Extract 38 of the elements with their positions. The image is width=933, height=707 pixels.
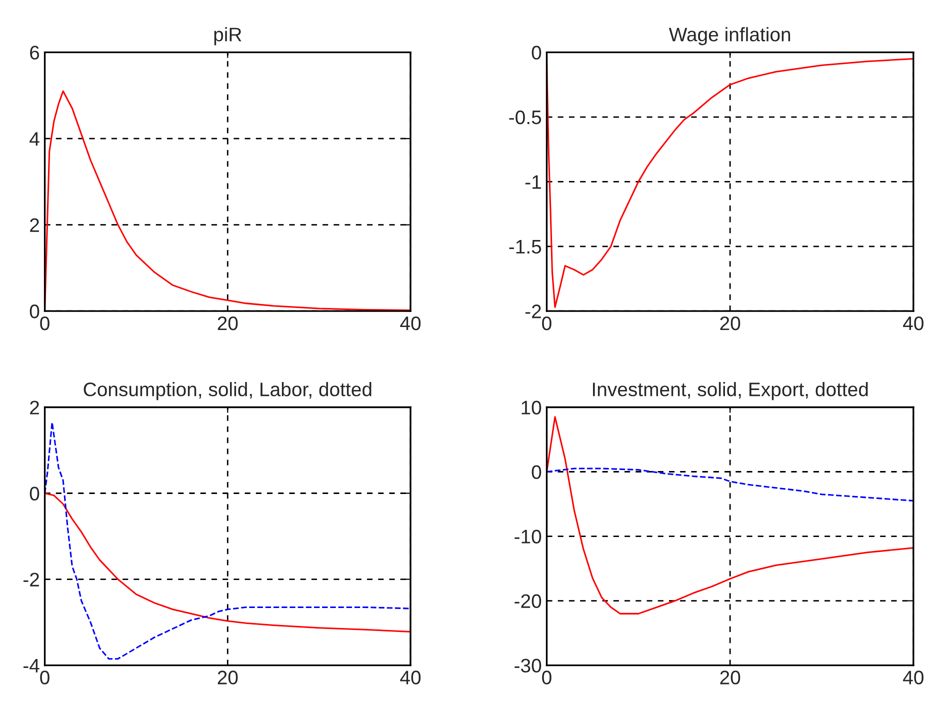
x-tick-label: 40	[400, 670, 421, 684]
line-series	[44, 422, 411, 660]
chart-title: Investment, solid, Export, dotted	[592, 382, 868, 400]
x-tick-label: 20	[720, 670, 740, 684]
x-tick-label: 20	[218, 316, 238, 330]
x-tick-label: 20	[218, 670, 238, 684]
x-tick-label: 0	[542, 316, 552, 330]
chart-title: piR	[214, 27, 242, 46]
x-tick-label: 0	[40, 316, 50, 330]
x-tick-label: 40	[903, 316, 924, 330]
y-tick-label: 2	[30, 218, 39, 232]
x-tick-label: 0	[542, 670, 552, 684]
line-series	[546, 416, 914, 614]
x-tick-label: 20	[720, 316, 740, 330]
y-tick-label: 0	[30, 304, 40, 318]
chart-title: Consumption, solid, Labor, dotted	[84, 382, 372, 400]
x-tick-label: 0	[40, 670, 50, 684]
y-tick-label: -20	[514, 594, 542, 608]
line-series	[546, 468, 914, 502]
y-tick-label: -10	[514, 530, 542, 544]
x-tick-label: 40	[400, 316, 421, 330]
y-tick-label: -30	[514, 658, 542, 673]
y-tick-label: 6	[30, 46, 40, 60]
y-tick-label: -4	[24, 658, 40, 672]
y-tick-label: 4	[30, 132, 40, 146]
y-tick-label: 0	[30, 486, 40, 500]
y-tick-label: -0.5	[509, 110, 542, 124]
y-tick-label: -1.5	[509, 240, 542, 254]
y-tick-label: 2	[30, 400, 39, 414]
y-tick-label: 0	[532, 465, 542, 479]
y-tick-label: -2	[525, 304, 541, 318]
line-series	[44, 492, 411, 633]
x-tick-label: 40	[903, 670, 924, 684]
y-tick-label: -1	[525, 175, 541, 189]
y-tick-label: 10	[522, 400, 542, 414]
chart-title: Wage inflation	[668, 27, 790, 46]
y-tick-label: 0	[532, 46, 542, 60]
y-tick-label: -2	[24, 572, 39, 586]
